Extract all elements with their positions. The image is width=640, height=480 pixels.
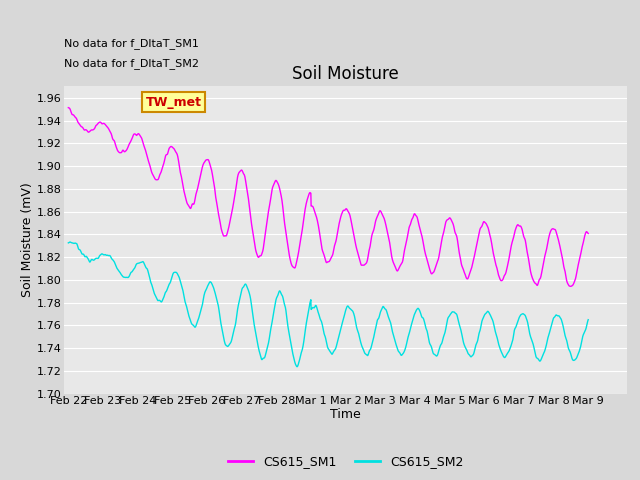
Y-axis label: Soil Moisture (mV): Soil Moisture (mV) — [20, 182, 33, 298]
Text: No data for f_DltaT_SM2: No data for f_DltaT_SM2 — [64, 58, 199, 69]
Title: Soil Moisture: Soil Moisture — [292, 65, 399, 84]
Legend: CS615_SM1, CS615_SM2: CS615_SM1, CS615_SM2 — [223, 450, 468, 473]
X-axis label: Time: Time — [330, 408, 361, 421]
Text: TW_met: TW_met — [146, 96, 202, 108]
Text: No data for f_DltaT_SM1: No data for f_DltaT_SM1 — [64, 38, 199, 49]
